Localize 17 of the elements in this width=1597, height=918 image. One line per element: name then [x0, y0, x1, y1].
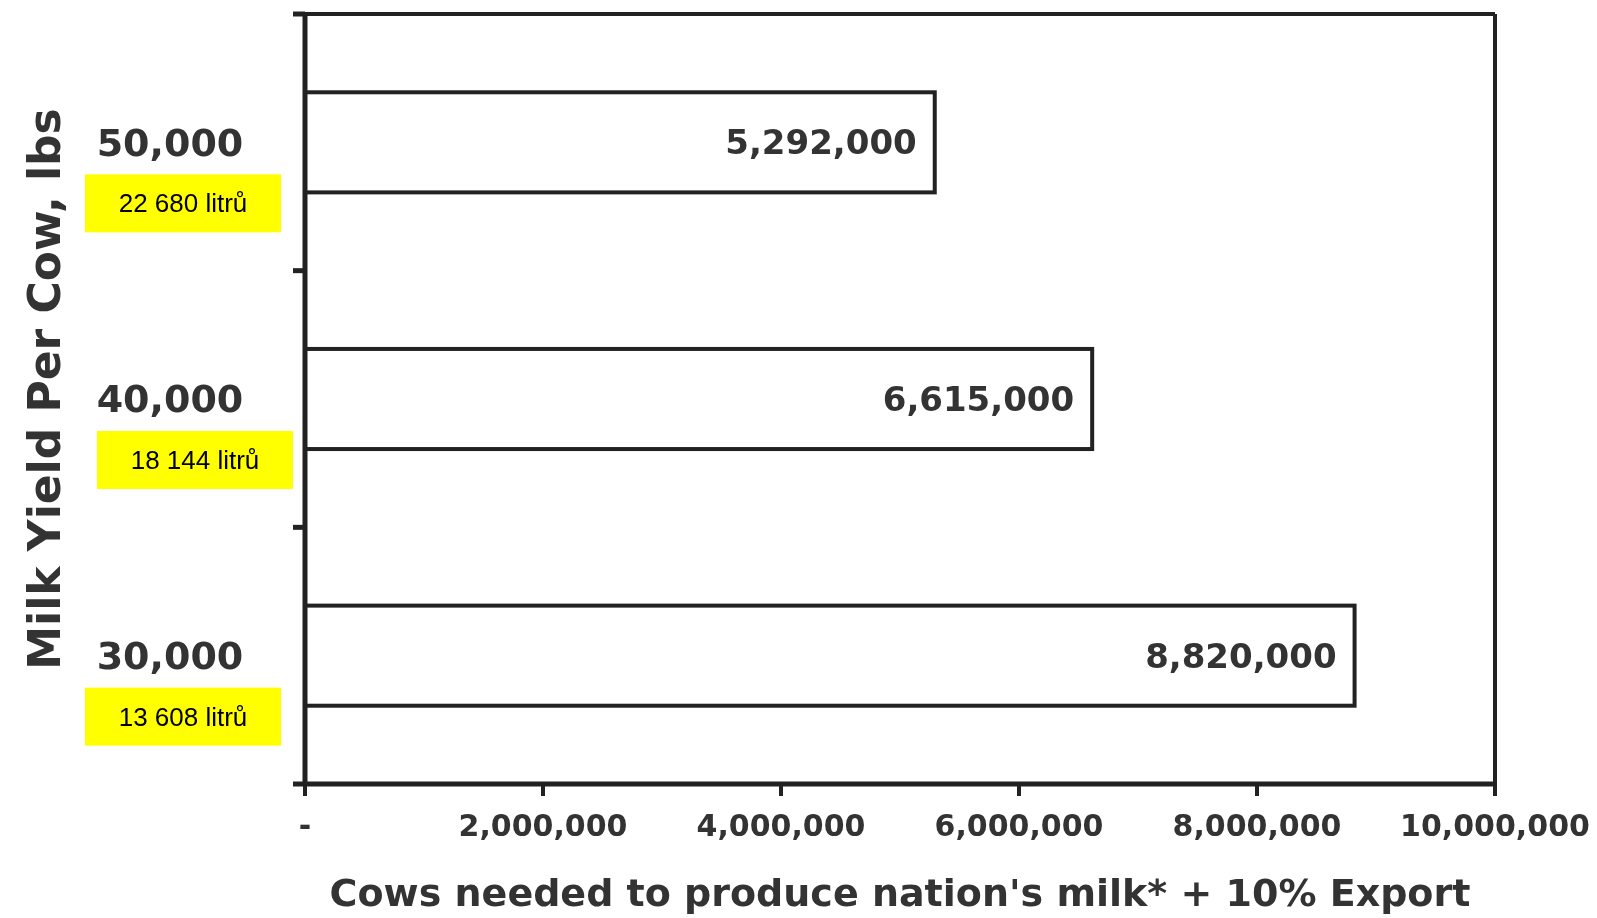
y-tick-label: 30,000: [96, 633, 244, 678]
data-label: 8,820,000: [1145, 635, 1337, 676]
data-label: 6,615,000: [882, 378, 1075, 419]
x-tick-label: 10,000,000: [1400, 808, 1590, 843]
x-tick-label: 2,000,000: [458, 808, 628, 843]
y-tick-label: 40,000: [96, 377, 244, 422]
y-tick-label: 50,000: [96, 120, 244, 165]
data-label: 5,292,000: [725, 122, 917, 163]
x-tick-label: 6,000,000: [934, 808, 1104, 843]
text: 22 680 litrů: [118, 188, 248, 219]
x-tick-label: -: [298, 808, 312, 843]
x-tick-label: 8,000,000: [1172, 808, 1342, 843]
y-axis-title: Milk Yield Per Cow, lbs: [19, 108, 70, 670]
x-tick-label: 4,000,000: [696, 808, 866, 843]
text: 18 144 litrů: [130, 445, 260, 476]
x-axis-title: Cows needed to produce nation's milk* + 10% Export: [329, 871, 1471, 915]
text: 13 608 litrů: [118, 701, 248, 732]
